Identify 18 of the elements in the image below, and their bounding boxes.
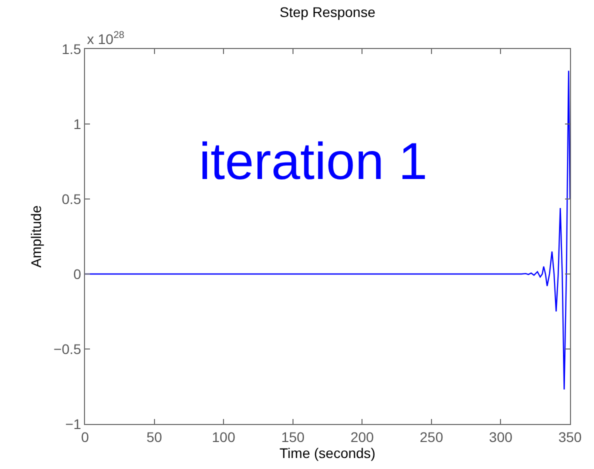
x-tick-label: 350 <box>558 428 582 445</box>
chart-title: Step Response <box>280 4 376 20</box>
y-axis-title: Amplitude <box>28 205 44 268</box>
y-tick-label: 1 <box>73 116 82 132</box>
y-tick-label: −0.5 <box>54 340 82 357</box>
x-tick-label: 150 <box>281 428 305 445</box>
y-tick-label: 0.5 <box>62 190 82 207</box>
x-tick-label: 50 <box>146 428 162 445</box>
y-tick-label: 0 <box>73 266 82 282</box>
y-tick-label: 1.5 <box>62 40 82 57</box>
x-tick-label: 250 <box>420 428 444 445</box>
y-tick-label: −1 <box>65 416 82 432</box>
x-tick-label: 100 <box>212 428 236 445</box>
text: x 10$^{28}$ <box>87 30 125 47</box>
x-tick-label: 300 <box>489 428 513 445</box>
annotation: iteration 1 <box>199 133 428 191</box>
x-axis-title: Time (seconds) <box>280 444 376 461</box>
x-tick-label: 200 <box>350 428 374 445</box>
